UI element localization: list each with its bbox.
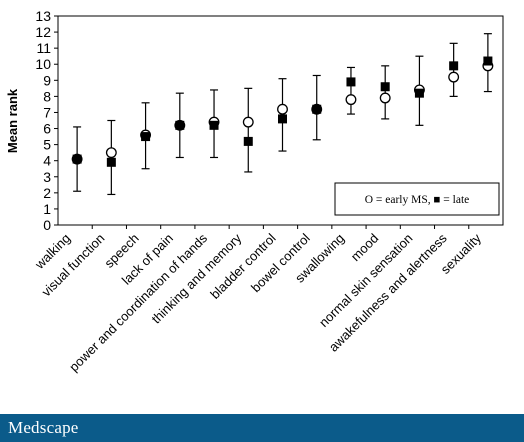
y-tick-label: 1 [43, 201, 51, 217]
y-tick-label: 12 [35, 24, 51, 40]
early-ms-point [277, 103, 288, 115]
y-tick-label: 5 [43, 137, 51, 153]
y-axis-label: Mean rank [5, 88, 20, 153]
legend-box [334, 182, 500, 216]
y-tick-label: 2 [43, 185, 51, 201]
legend-text: O = early MS, ■ = late [365, 194, 470, 206]
early-ms-point [379, 92, 391, 104]
data-points [71, 56, 494, 167]
late-ms-point [483, 56, 493, 66]
late-ms-point [141, 132, 151, 142]
y-tick-label: 4 [43, 153, 51, 169]
plot-frame [57, 15, 504, 226]
legend: O = early MS, ■ = late [334, 182, 500, 216]
late-ms-point [106, 157, 116, 167]
y-tick-label: 13 [35, 8, 51, 24]
late-ms-point [346, 77, 356, 87]
y-tick-label: 9 [43, 72, 51, 88]
axes [57, 15, 504, 226]
late-ms-point [175, 120, 185, 130]
late-ms-point [278, 114, 287, 124]
late-ms-point [72, 154, 82, 164]
y-tick-label: 11 [36, 40, 51, 56]
y-tick-label: 7 [43, 104, 51, 120]
y-tick-label: 10 [35, 56, 51, 72]
early-ms-point [242, 116, 254, 128]
late-ms-point [449, 61, 459, 71]
late-ms-point [414, 88, 424, 98]
late-ms-point [243, 136, 253, 146]
y-tick-label: 0 [43, 217, 51, 233]
late-ms-point [380, 82, 390, 92]
y-tick-label: 6 [43, 121, 51, 137]
late-ms-point [312, 104, 322, 114]
early-ms-point [105, 147, 117, 159]
footer-bar: Medscape [0, 414, 524, 442]
early-ms-point [448, 71, 460, 83]
y-tick-label: 3 [43, 169, 51, 185]
late-ms-point [209, 120, 219, 130]
y-tick-label: 8 [43, 88, 51, 104]
early-ms-point [345, 94, 357, 106]
medscape-logo: Medscape [8, 418, 79, 437]
